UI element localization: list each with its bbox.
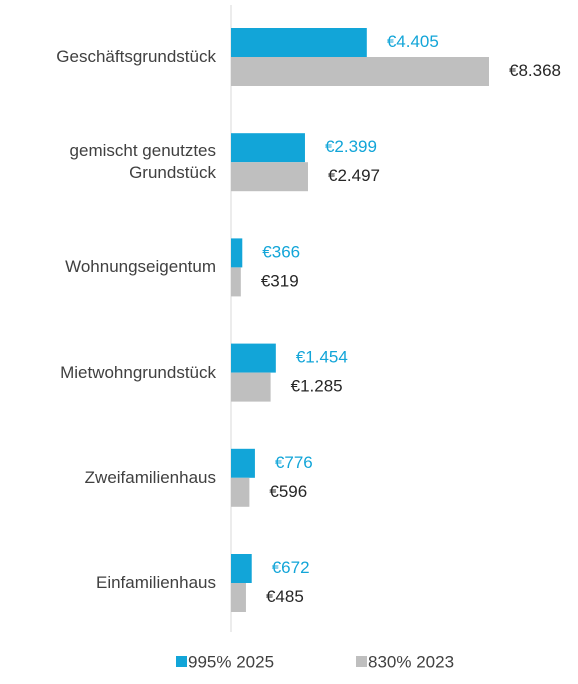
legend-label: 830% 2023 <box>368 652 454 671</box>
bar <box>231 583 246 612</box>
category-label: Wohnungseigentum <box>65 257 216 277</box>
value-label: €2.399 <box>325 137 377 156</box>
value-label: €672 <box>272 558 310 577</box>
category-label: Zweifamilienhaus <box>84 467 216 487</box>
bar <box>231 554 252 583</box>
bar <box>231 343 276 373</box>
legend-swatch <box>176 656 187 667</box>
value-label: €2.497 <box>328 166 380 185</box>
bar <box>231 133 305 163</box>
bar <box>231 477 250 507</box>
category-label: Einfamilienhaus <box>95 573 216 592</box>
value-label: €776 <box>275 453 313 472</box>
value-label: €485 <box>266 587 304 606</box>
category-label: Geschäftsgrundstück <box>56 47 216 66</box>
legend-label: 995% 2025 <box>188 652 274 671</box>
bar <box>231 267 241 297</box>
value-label: €1.285 <box>291 377 343 396</box>
bar <box>231 448 255 478</box>
bar <box>231 162 308 192</box>
value-label: €366 <box>262 242 300 261</box>
bar <box>231 28 367 57</box>
value-label: €319 <box>261 271 299 290</box>
value-label: €596 <box>269 482 307 501</box>
value-label: €4.405 <box>387 32 439 51</box>
value-label: €1.454 <box>296 348 348 367</box>
bar <box>231 238 243 268</box>
category-label: gemischt genutztes Grundstück <box>69 141 216 183</box>
category-label: Mietwohngrundstück <box>60 362 216 382</box>
bar <box>231 57 489 86</box>
bar <box>231 372 271 402</box>
legend-swatch <box>356 656 367 667</box>
value-label: €8.368 <box>509 61 561 80</box>
